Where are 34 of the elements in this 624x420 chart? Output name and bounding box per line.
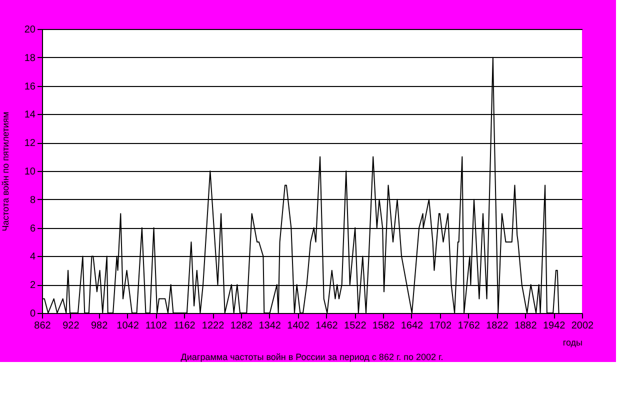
y-tick-label: 12 [24,138,36,150]
y-tick-label: 6 [30,223,36,234]
y-tick-label: 14 [24,110,36,121]
x-tick-label: 1282 [230,320,254,332]
x-tick-label: 1942 [542,320,566,332]
x-tick-label: 1042 [116,320,140,332]
y-tick-label: 20 [24,24,36,36]
x-tick-label: 1162 [174,320,196,332]
x-tick-label: 1882 [514,320,538,332]
x-tick-label: 862 [34,320,52,332]
y-tick-label: 4 [30,252,36,263]
y-tick-label: 0 [30,308,36,320]
x-tick-label: 1702 [429,320,452,332]
x-tick-label: 1522 [344,320,367,332]
y-tick-label: 16 [24,81,36,92]
x-tick-label: 1402 [287,320,310,332]
x-tick-label: 1762 [458,320,480,332]
y-tick-label: 10 [24,166,36,178]
y-tick-label: 8 [30,194,36,206]
y-tick-label: 2 [30,280,36,292]
x-tick-label: 2002 [571,320,594,332]
x-tick-label: 1642 [400,320,424,332]
x-tick-label: 922 [62,320,80,332]
x-tick-label: 1102 [145,320,168,332]
y-tick-label: 18 [24,52,36,64]
x-tick-label: 1222 [202,320,225,332]
text: Диаграмма частоты войн в России за период с 862 г. по 2002 г. [180,352,444,362]
x-tick-label: 982 [91,320,108,332]
x-tick-label: 1342 [258,320,282,332]
y-axis-title: Частота войн по пятилетиям [0,112,10,232]
x-tick-label: 1462 [316,320,338,332]
x-tick-label: 1582 [372,320,396,332]
x-tick-label: 1822 [486,320,509,332]
x-axis-title: годы [562,338,582,348]
